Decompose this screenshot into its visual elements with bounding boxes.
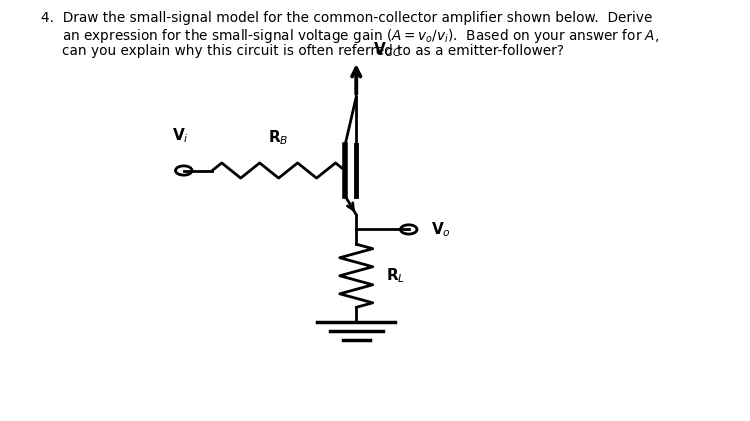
Text: R$_{B}$: R$_{B}$ (268, 129, 289, 147)
Text: an expression for the small-signal voltage gain ($A= v_o/v_i$).  Based on your a: an expression for the small-signal volta… (62, 27, 659, 45)
Text: V$_{i}$: V$_{i}$ (172, 127, 188, 145)
Text: V$_{o}$: V$_{o}$ (430, 220, 451, 239)
Text: V$_{CC}$: V$_{CC}$ (373, 40, 401, 59)
Text: can you explain why this circuit is often referred to as a emitter-follower?: can you explain why this circuit is ofte… (62, 44, 564, 58)
Text: 4.  Draw the small-signal model for the common-collector amplifier shown below. : 4. Draw the small-signal model for the c… (41, 11, 652, 24)
Text: R$_{L}$: R$_{L}$ (386, 266, 406, 285)
